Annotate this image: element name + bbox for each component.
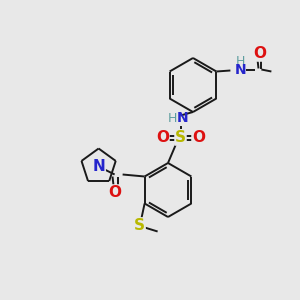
Text: N: N [92, 159, 105, 174]
Text: H: H [236, 55, 245, 68]
Text: O: O [156, 130, 169, 145]
Text: O: O [192, 130, 205, 145]
Text: N: N [92, 159, 105, 174]
Text: O: O [253, 46, 266, 61]
Text: N: N [177, 112, 188, 125]
Text: N: N [235, 62, 246, 76]
Text: S: S [175, 130, 186, 145]
Text: S: S [134, 218, 145, 233]
Text: H: H [168, 112, 177, 125]
Text: O: O [108, 185, 121, 200]
